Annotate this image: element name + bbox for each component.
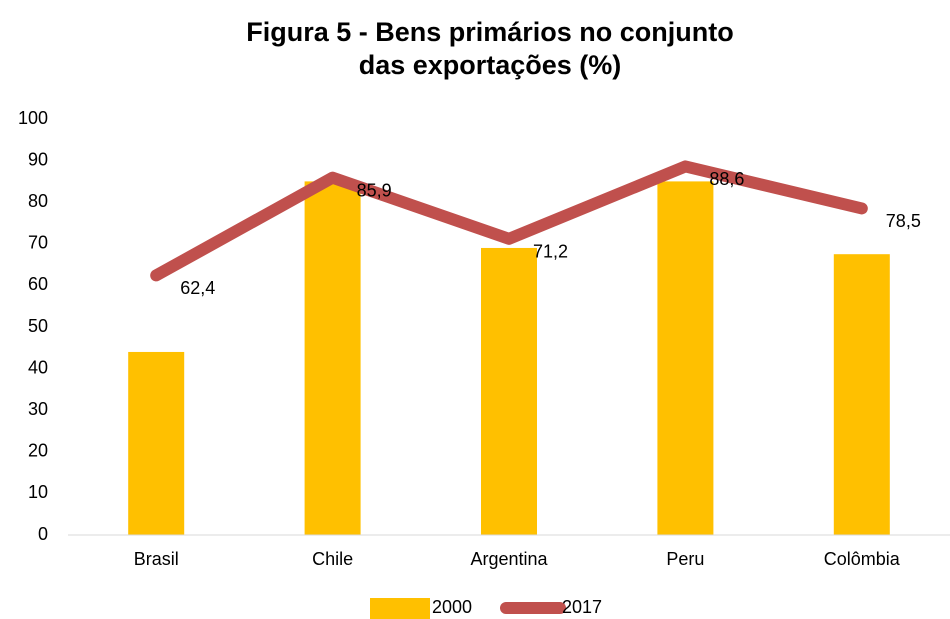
legend-label: 2000 [432,597,472,617]
bar [833,254,890,535]
bar [657,181,714,535]
bar [304,181,361,535]
x-tick-label: Argentina [470,549,548,569]
y-tick-label: 0 [38,524,48,544]
data-label: 71,2 [533,242,568,262]
chart-title: Figura 5 - Bens primários no conjunto da… [246,17,734,80]
data-label: 88,6 [709,169,744,189]
bar [128,351,185,535]
y-tick-label: 20 [28,441,48,461]
line [150,160,868,282]
y-tick-label: 30 [28,399,48,419]
y-tick-label: 10 [28,482,48,502]
y-tick-label: 90 [28,149,48,169]
data-label: 78,5 [886,211,921,231]
y-tick-label: 100 [18,108,48,128]
y-tick-label: 60 [28,274,48,294]
x-tick-label: Colômbia [824,549,901,569]
y-tick-label: 40 [28,357,48,377]
x-tick-label: Brasil [134,549,179,569]
data-label: 85,9 [357,180,392,200]
y-tick-label: 50 [28,316,48,336]
data-label: 62,4 [180,278,215,298]
bar [481,247,537,535]
y-tick-label: 80 [28,191,48,211]
y-tick-label: 70 [28,233,48,253]
x-tick-label: Peru [666,549,704,569]
legend-label: 2017 [562,597,602,617]
legend-swatch [370,598,430,619]
x-tick-label: Chile [312,549,353,569]
